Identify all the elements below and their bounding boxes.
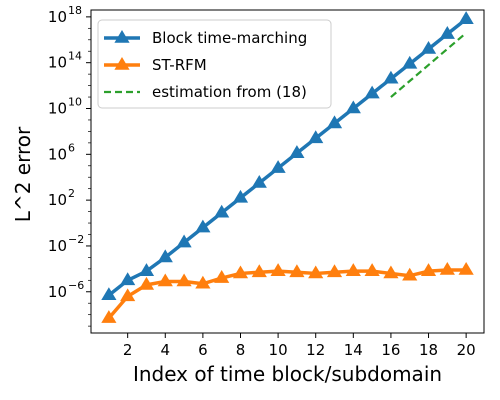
data-point: [176, 273, 192, 287]
x-tick-label: 18: [419, 341, 438, 359]
y-tick-base: 10: [48, 191, 67, 209]
data-point: [289, 145, 305, 158]
data-point: [195, 219, 211, 233]
data-point: [458, 11, 474, 24]
axes-frame: [90, 9, 485, 334]
data-point: [138, 263, 155, 276]
data-point: [308, 265, 324, 279]
legend-marker: [114, 30, 130, 43]
x-axis-label: Index of time block/subdomain: [133, 362, 442, 386]
x-tick-label: 16: [381, 341, 400, 359]
x-tick-label: 8: [236, 341, 246, 359]
data-point: [364, 85, 380, 99]
legend: Block time-marching ST-RFM estimation from…: [97, 19, 332, 109]
y-tick-base: 10: [48, 54, 67, 72]
data-point: [270, 160, 286, 173]
data-point: [195, 275, 211, 289]
series-0: [101, 11, 474, 301]
data-point: [120, 288, 136, 302]
y-tick-label: 10: [48, 191, 67, 209]
y-tick-label: 10: [48, 145, 67, 163]
y-tick-base: 10: [48, 8, 67, 26]
data-point: [364, 263, 380, 276]
data-point: [214, 204, 230, 218]
data-point: [101, 310, 117, 323]
y-tick-base: 10: [48, 100, 67, 118]
y-tick-exponent: −2: [68, 233, 84, 246]
legend-box: [97, 19, 332, 109]
y-tick-label: 10: [48, 100, 67, 118]
y-tick-exponent: 6: [68, 141, 75, 154]
data-point: [345, 263, 361, 276]
series-line: [390, 32, 467, 98]
data-point: [420, 40, 437, 54]
data-point: [420, 263, 437, 276]
data-point: [402, 55, 418, 69]
x-tick-label: 10: [269, 341, 288, 359]
y-tick-base: 10: [48, 283, 67, 301]
data-point: [458, 262, 474, 275]
y-axis-label: L^2 error: [11, 126, 35, 222]
x-tick-label: 12: [306, 341, 325, 359]
legend-entry: ST-RFM: [104, 56, 207, 74]
y-tick-exponent: 2: [68, 187, 75, 200]
x-tick-label: 20: [457, 341, 476, 359]
data-point: [214, 270, 230, 283]
y-tick-base: 10: [48, 145, 67, 163]
legend-label: ST-RFM: [152, 56, 207, 74]
x-tick-label: 4: [161, 341, 171, 359]
data-point: [270, 263, 286, 276]
data-point: [326, 115, 343, 129]
legend-label: estimation from (18): [152, 83, 307, 101]
y-tick-label: 10: [48, 54, 67, 72]
data-point: [101, 287, 117, 301]
data-point: [383, 265, 399, 279]
y-tick-label: 10: [48, 283, 67, 301]
data-point: [120, 272, 136, 286]
series-1: [101, 262, 474, 323]
data-point: [157, 249, 173, 263]
data-point: [157, 273, 173, 287]
y-tick-label: 10: [48, 8, 67, 26]
data-point: [232, 189, 249, 203]
legend-entry: estimation from (18): [104, 83, 307, 101]
data-point: [383, 70, 399, 84]
y-tick-exponent: 18: [68, 4, 82, 17]
data-point: [308, 130, 324, 144]
x-tick-label: 6: [198, 341, 208, 359]
y-tick-exponent: 10: [68, 96, 82, 109]
data-point: [439, 262, 455, 275]
y-tick-exponent: 14: [68, 50, 82, 63]
y-tick-exponent: −6: [68, 279, 84, 292]
data-point: [251, 264, 267, 278]
data-point: [289, 264, 305, 278]
data-point: [402, 267, 418, 281]
data-point: [439, 26, 455, 39]
data-point: [326, 264, 343, 278]
series-2: [390, 32, 467, 98]
data-point: [345, 100, 361, 114]
x-tick-label: 2: [123, 341, 133, 359]
data-point: [232, 265, 249, 279]
plot-area: [101, 11, 474, 323]
legend-marker: [114, 57, 130, 70]
data-point: [176, 234, 192, 248]
y-tick-base: 10: [48, 237, 67, 255]
data-point: [251, 174, 267, 188]
data-point: [138, 276, 155, 290]
legend-label: Block time-marching: [152, 29, 307, 47]
x-tick-label: 14: [344, 341, 363, 359]
y-tick-label: 10: [48, 237, 67, 255]
legend-entry: Block time-marching: [104, 29, 307, 47]
x-axis: 2 4 6 8 10 12 14 16 18 20: [123, 333, 476, 359]
